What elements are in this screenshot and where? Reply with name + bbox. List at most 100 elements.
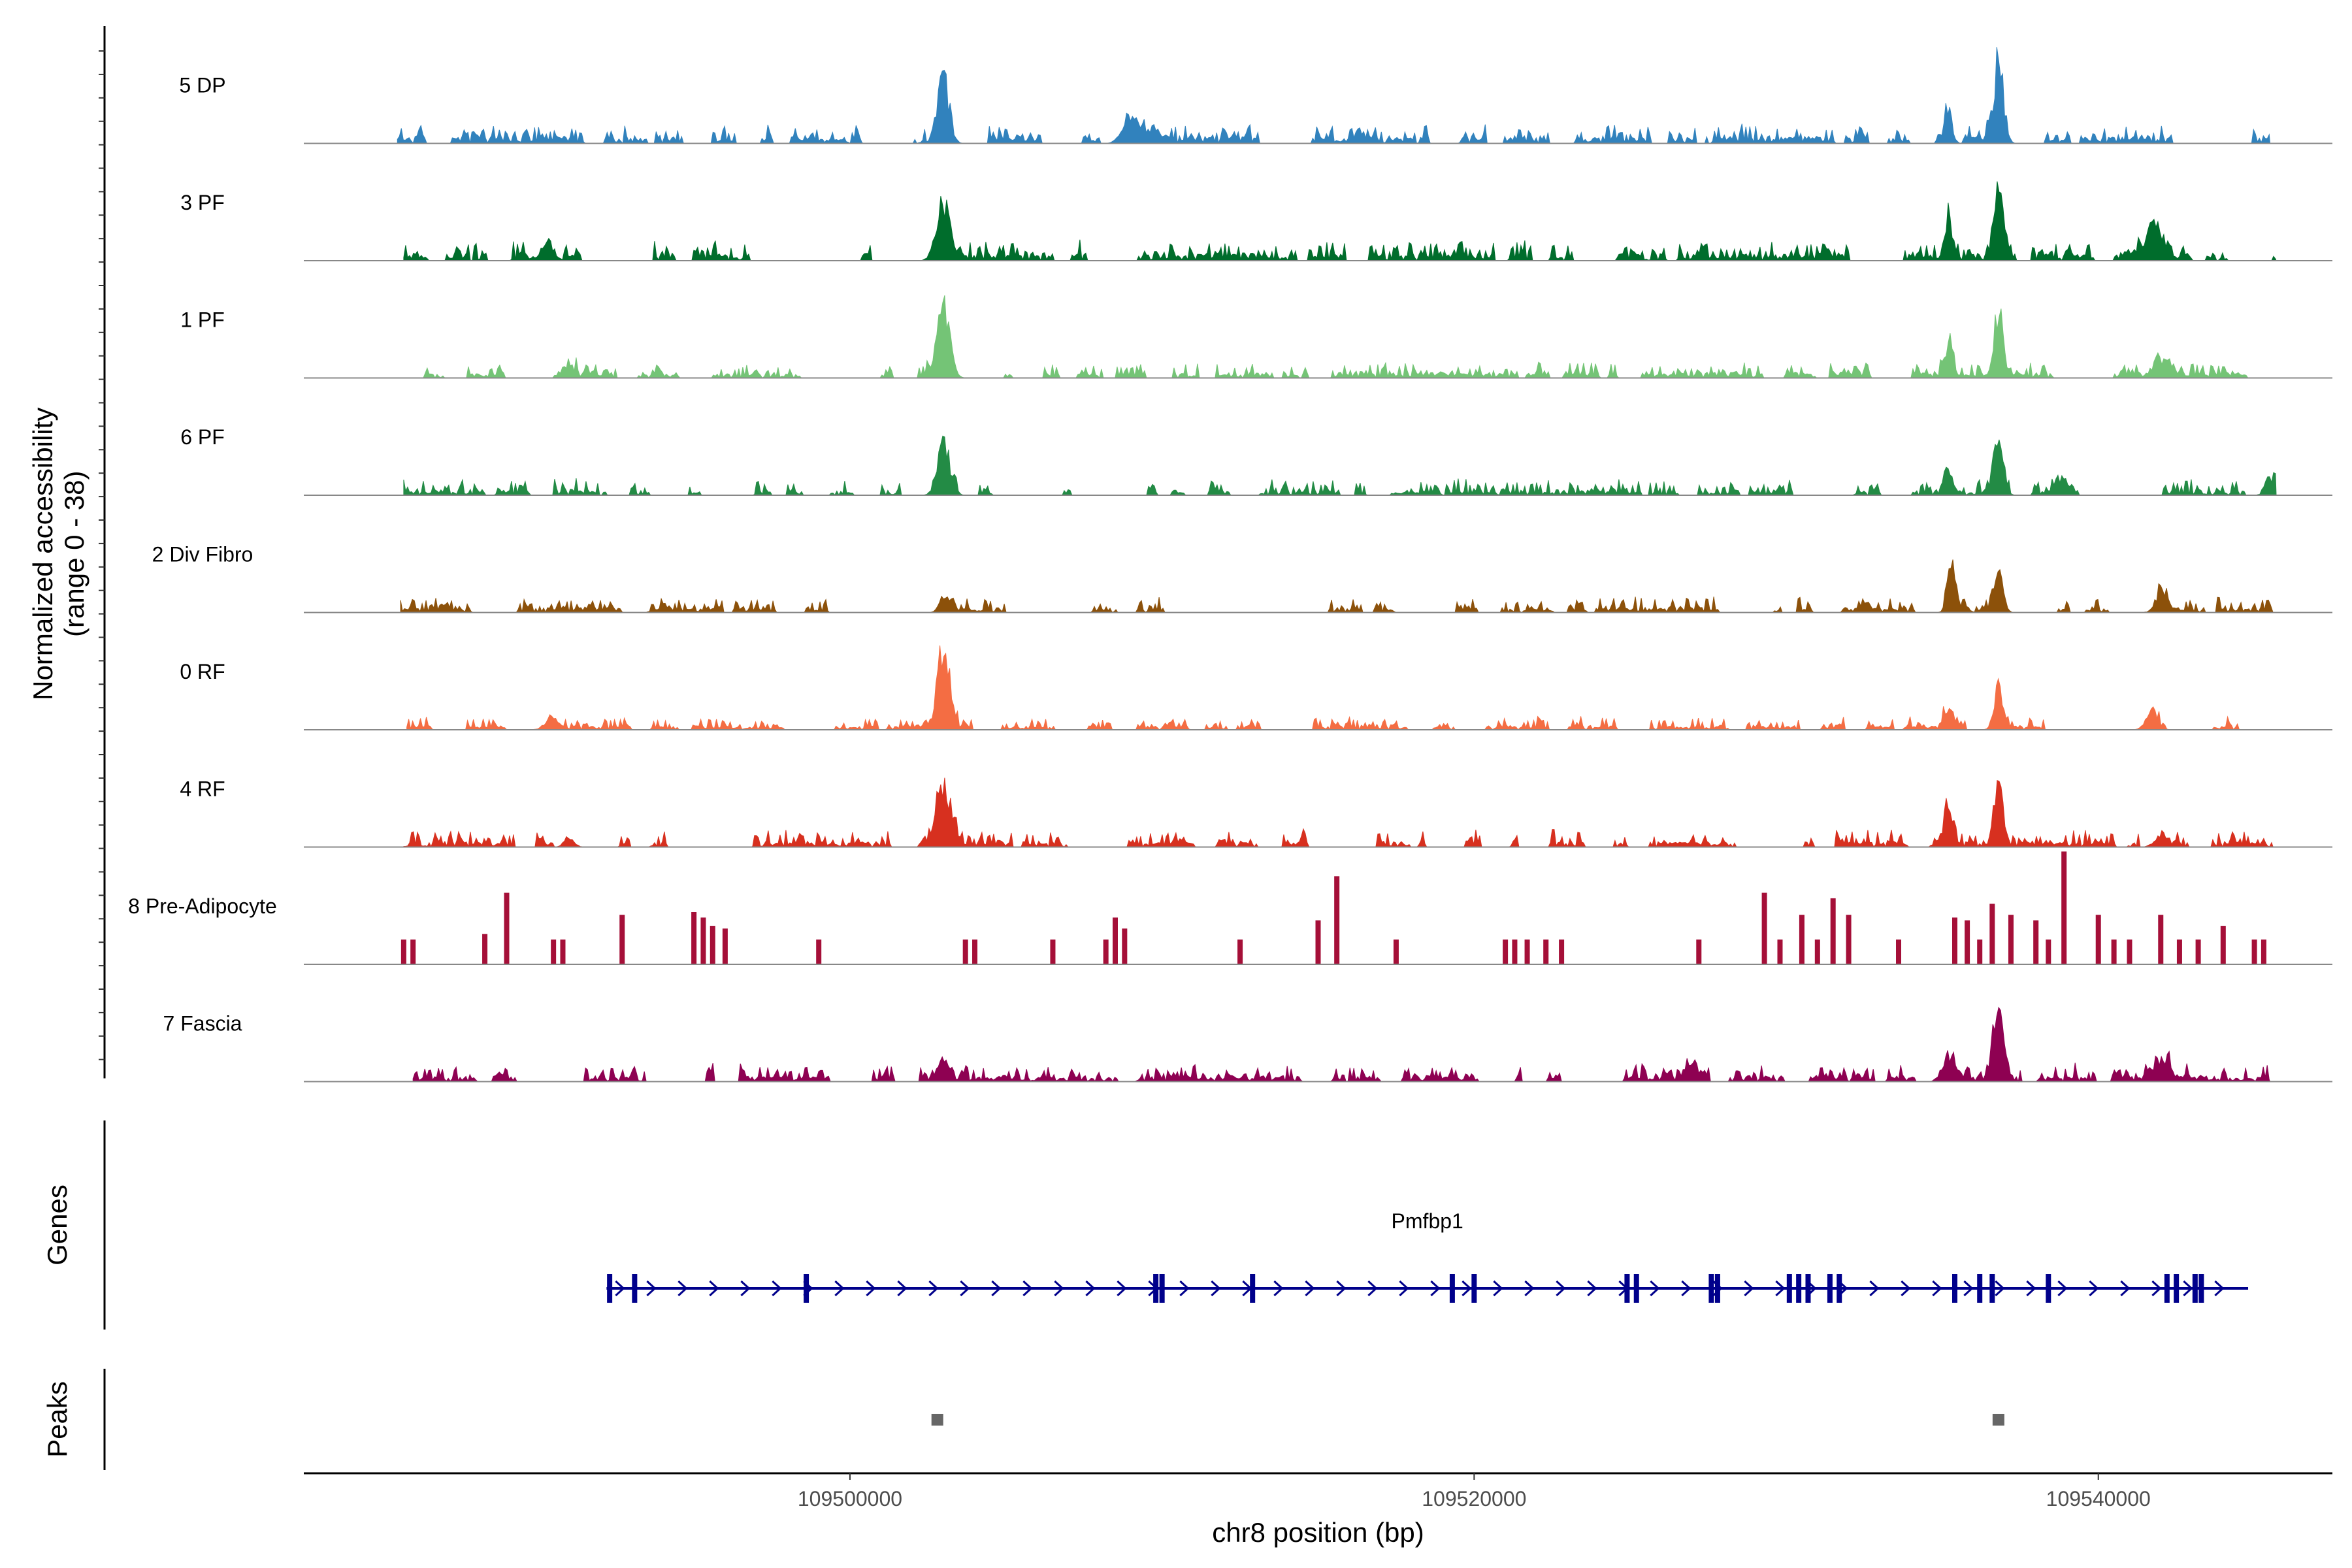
strand-arrow-icon [678,1280,688,1297]
exon [607,1274,613,1303]
coverage-area [406,645,2264,731]
exon [2192,1274,2198,1303]
track-label: 3 PF [180,191,225,214]
strand-arrow-icon [615,1280,625,1297]
strand-arrow-icon [960,1280,970,1297]
coverage-bar [1896,939,1902,964]
exon [1837,1274,1842,1303]
coverage-bar [1559,939,1565,964]
strand-arrow-icon [1022,1280,1033,1297]
strand-arrow-icon [1399,1280,1409,1297]
exon [2164,1274,2170,1303]
peak-region [931,1414,943,1426]
track-1: 3 PF [180,181,2332,262]
strand-arrow-icon [1524,1280,1535,1297]
strand-arrow-icon [1681,1280,1691,1297]
coverage-bar [1952,917,1957,964]
genes-panel-label: Genes [42,1184,73,1266]
exon [2174,1274,2180,1303]
track-label: 1 PF [180,308,225,332]
strand-arrow-icon [2057,1280,2068,1297]
coverage-bar [1122,928,1128,964]
exon [2046,1274,2051,1303]
coverage-bar [2008,915,2014,964]
strand-arrow-icon [1211,1280,1221,1297]
coverage-bar [1237,939,1243,964]
strand-arrow-icon [1117,1280,1127,1297]
coverage-bar [2033,920,2039,964]
exon [1796,1274,1802,1303]
track-3: 6 PF [180,425,2332,497]
coverage-area [403,435,2277,497]
strand-arrow-icon [1650,1280,1660,1297]
strand-arrow-icon [1901,1280,1911,1297]
strand-arrow-icon [1085,1280,1096,1297]
strand-arrow-icon [2183,1280,2193,1297]
coverage-bar [2251,939,2257,964]
track-0: 5 DP [179,47,2332,144]
coverage-bar [1050,939,1056,964]
coverage-bar [700,917,706,964]
strand-arrow-icon [1462,1280,1472,1297]
coverage-bar [410,939,416,964]
exon [1449,1274,1455,1303]
peak-region [1992,1414,2004,1426]
strand-arrow-icon [2026,1280,2036,1297]
coverage-bar [816,939,822,964]
coverage-bar [1846,915,1852,964]
coverage-bar [1524,939,1530,964]
y-axis-title-line1: Normalized accessibility [27,408,58,700]
strand-arrow-icon [709,1280,719,1297]
coverage-area [403,777,2274,849]
exon [1471,1274,1477,1303]
strand-arrow-icon [1179,1280,1190,1297]
strand-arrow-icon [646,1280,657,1297]
track-4: 2 Div Fibro [152,543,2332,613]
coverage-area [400,559,2274,613]
strand-arrow-icon [2214,1280,2225,1297]
strand-arrow-icon [1995,1280,2005,1297]
track-label: 5 DP [179,74,225,97]
strand-arrow-icon [1744,1280,1754,1297]
coverage-bar [1830,898,1836,964]
exon [1952,1274,1957,1303]
track-6: 4 RF [180,777,2332,849]
track-2: 1 PF [180,295,2332,379]
coverage-bar [1512,939,1518,964]
strand-arrow-icon [991,1280,1002,1297]
coverage-bar [972,939,978,964]
track-label: 6 PF [180,425,225,449]
x-axis-title: chr8 position (bp) [1212,1517,1424,1548]
track-label: 7 Fascia [163,1012,242,1036]
coverage-bar [1799,915,1805,964]
exon [1159,1274,1165,1303]
coverage-bar [1103,939,1109,964]
strand-arrow-icon [740,1280,751,1297]
exon [1153,1274,1159,1303]
y-axis-title: Normalized accessibility(range 0 - 38) [27,408,90,700]
coverage-bar [400,939,406,964]
exon [1624,1274,1630,1303]
coverage-bar [2176,939,2182,964]
coverage-area [397,47,2271,144]
x-tick-label: 109500000 [798,1487,902,1511]
exon [1827,1274,1833,1303]
strand-arrow-icon [2120,1280,2131,1297]
coverage-bar [1965,920,1970,964]
coverage-bar [482,934,488,964]
coverage-bar [1814,939,1820,964]
coverage-bar [1777,939,1783,964]
coverage-bar [710,926,715,964]
track-7: 8 Pre-Adipocyte [128,851,2332,965]
coverage-bar [1393,939,1399,964]
strand-arrow-icon [1273,1280,1284,1297]
strand-arrow-icon [834,1280,845,1297]
coverage-area [412,1006,2271,1083]
strand-arrow-icon [1556,1280,1566,1297]
exon [1714,1274,1720,1303]
exon [1989,1274,1995,1303]
strand-arrow-icon [1932,1280,1942,1297]
coverage-bar [1543,939,1549,964]
strand-arrow-icon [897,1280,907,1297]
